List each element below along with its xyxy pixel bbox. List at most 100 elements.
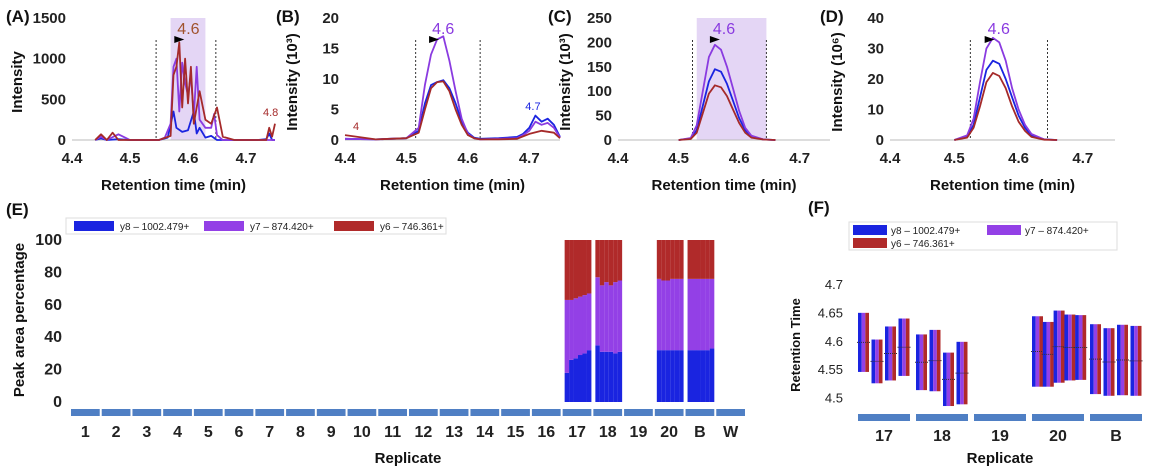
x-tick-label: 4.7 — [789, 150, 810, 167]
secondary-peak-label: 4.7 — [525, 101, 540, 113]
replicate-group-bar — [624, 409, 653, 416]
x-tick-label: 13 — [445, 424, 463, 441]
chromatogram-d: 4.6 0 10 20 30 40 4.4 4.5 4.6 4.7 Retention time (… — [829, 10, 1115, 194]
x-tick-label: 4.4 — [62, 150, 84, 167]
bar-segment-y7 — [604, 282, 609, 352]
y-tick-label: 50 — [595, 108, 612, 125]
bar-segment-y8 — [661, 350, 666, 402]
peak-label: 4.6 — [177, 21, 199, 38]
bar-segment-y8 — [687, 350, 693, 402]
y-tick-label: 20 — [44, 362, 62, 379]
x-tick-label: 1 — [81, 424, 90, 441]
chromatogram-a: 4.6 4.8 0 500 1000 1500 4.4 4.5 4.6 4.7 Retention … — [9, 10, 278, 194]
series-line-y7 — [953, 36, 1058, 141]
y-tick-label: 15 — [322, 41, 339, 58]
peak-marker-icon — [429, 36, 440, 43]
series-line-y6 — [954, 72, 1058, 141]
legend-entry: y7 – 874.420+ — [250, 222, 314, 233]
bar-segment-y6 — [608, 240, 614, 286]
y-tick-label: 4.7 — [825, 277, 843, 292]
x-tick-label: 4.5 — [668, 150, 689, 167]
replicate-group-bar — [255, 409, 285, 416]
x-axis-label: Retention time (min) — [930, 177, 1075, 194]
x-tick-label: 10 — [353, 424, 371, 441]
x-tick-label: 5 — [204, 424, 213, 441]
replicate-group-bar — [409, 409, 438, 416]
bar-segment-y8 — [705, 350, 710, 402]
legend-swatch-2 — [334, 221, 374, 231]
y-tick-label: 4.6 — [825, 334, 843, 349]
legend-entry: y6 – 746.361+ — [380, 222, 444, 233]
bar-segment-y7 — [582, 295, 587, 354]
x-tick-label: 4.5 — [120, 150, 141, 167]
y-axis-label: Retention Time — [788, 298, 803, 392]
legend-swatch-2 — [853, 238, 887, 248]
bar-segment-y7 — [661, 280, 666, 351]
replicate-group-bar — [378, 409, 407, 416]
x-tick-label: 4 — [173, 424, 182, 441]
y-tick-label: 0 — [58, 132, 66, 149]
replicate-group-bar — [974, 414, 1026, 421]
bar-segment-y8 — [656, 350, 662, 402]
bar-segment-y6 — [586, 240, 592, 294]
y-axis-label: Intensity — [9, 51, 26, 113]
x-tick-label: 3 — [142, 424, 151, 441]
bar-segment-y6 — [700, 240, 706, 279]
replicate-group-bar — [501, 409, 530, 416]
y-axis-label: Peak area percentage — [11, 243, 28, 397]
bar-segment-y7 — [599, 285, 605, 352]
bar-segment-y6 — [595, 240, 600, 278]
y-tick-label: 0 — [876, 132, 884, 149]
x-tick-label: W — [723, 424, 739, 441]
x-tick-label: 19 — [630, 424, 648, 441]
x-tick-label: 17 — [875, 428, 893, 445]
replicate-group-bar — [224, 409, 254, 416]
x-axis-label: Retention time (min) — [652, 177, 797, 194]
series-line-y6 — [678, 84, 776, 141]
bar-segment-y7 — [679, 278, 684, 351]
peak-marker-icon — [984, 36, 995, 43]
bar-segment-y6 — [679, 240, 684, 279]
replicate-group-bar — [1032, 414, 1084, 421]
bar-segment-y6 — [604, 240, 609, 283]
bar-segment-y6 — [613, 240, 618, 283]
legend-box — [848, 221, 1118, 251]
replicate-group-bar — [163, 409, 192, 416]
y-tick-label: 150 — [587, 59, 612, 76]
bar-segment-y6 — [687, 240, 693, 279]
y-tick-label: 0 — [53, 394, 62, 411]
replicate-group-bar — [858, 414, 910, 421]
y-tick-label: 100 — [35, 232, 62, 249]
series-line-y7 — [344, 35, 561, 141]
bar-segment-y6 — [599, 240, 605, 286]
y-tick-label: 4.5 — [825, 391, 843, 406]
bar-segment-y8 — [582, 353, 587, 402]
x-tick-label: 4.4 — [880, 150, 902, 167]
bar-segment-y7 — [670, 278, 675, 351]
edge-peak-label: 4 — [353, 121, 359, 133]
y-tick-label: 20 — [322, 10, 339, 27]
bar-segment-y6 — [661, 240, 666, 281]
bar-segment-y8 — [692, 350, 697, 402]
bar-segment-y6 — [582, 240, 587, 296]
peak-label: 4.6 — [432, 21, 454, 38]
y-tick-label: 0 — [604, 132, 612, 149]
y-tick-label: 10 — [867, 102, 884, 119]
replicate-group-bar — [470, 409, 500, 416]
peak-marker-icon — [709, 36, 720, 43]
panel-label-f: (F) — [808, 198, 830, 217]
x-tick-label: 17 — [568, 424, 586, 441]
x-tick-label: 6 — [235, 424, 244, 441]
bar-segment-y8 — [679, 350, 684, 402]
x-tick-label: 19 — [991, 428, 1009, 445]
replicate-group-bar — [531, 409, 561, 416]
legend-entry: y7 – 874.420+ — [1025, 226, 1089, 237]
x-tick-label: 2 — [112, 424, 121, 441]
peak-area-chart: y8 – 1002.479+ y7 – 874.420+ y6 – 746.361+… — [11, 217, 745, 467]
legend-entry: y8 – 1002.479+ — [120, 222, 189, 233]
x-tick-label: 4.6 — [178, 150, 199, 167]
bar-segment-y7 — [674, 278, 680, 351]
x-tick-label: 4.6 — [457, 150, 478, 167]
bar-segment-y8 — [709, 348, 715, 402]
panel-label-c: (C) — [548, 7, 572, 26]
